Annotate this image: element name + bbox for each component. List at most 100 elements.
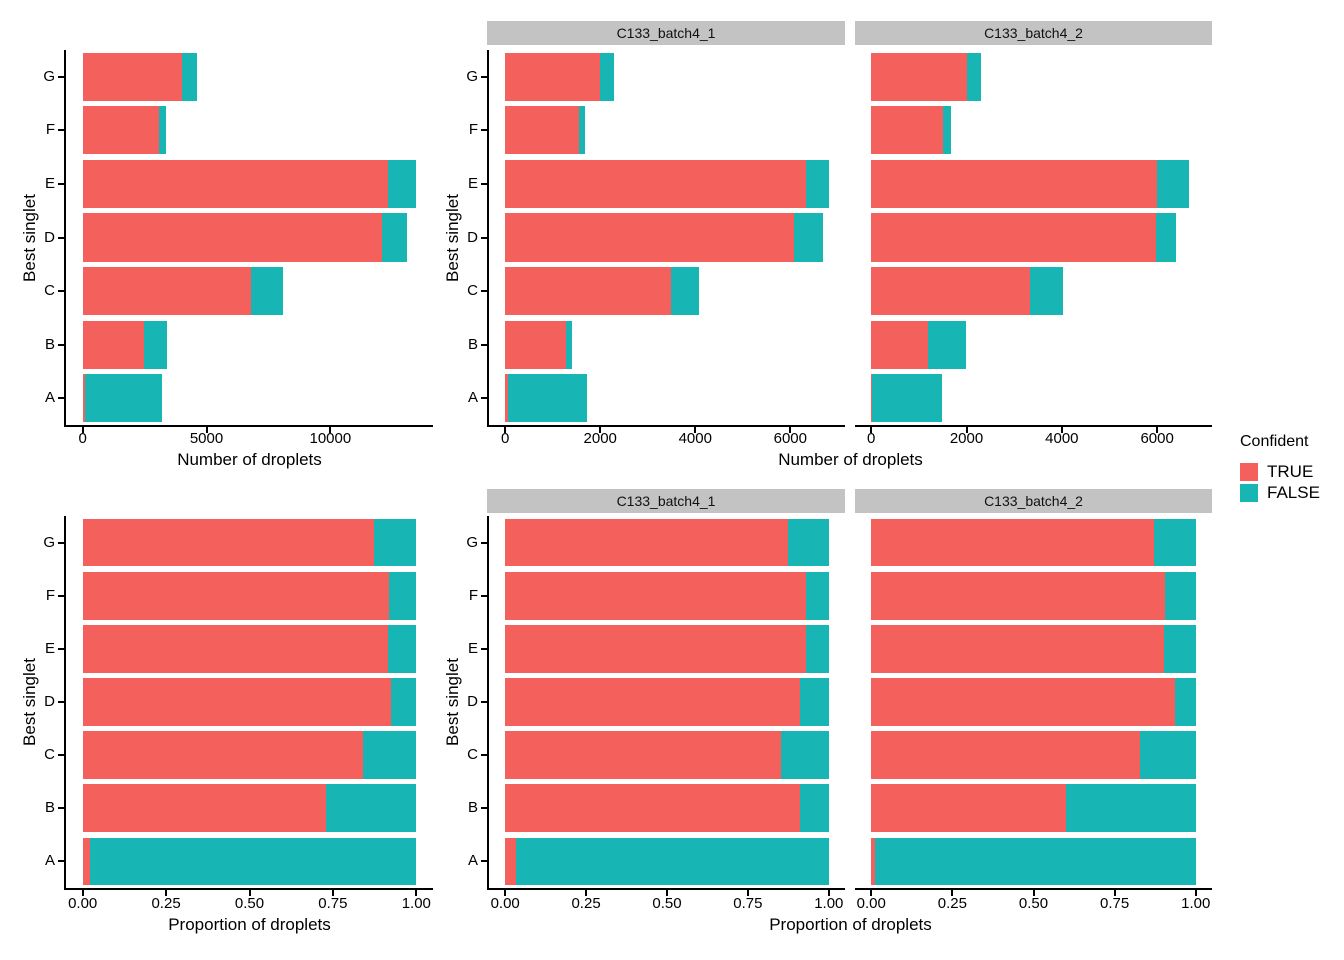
bar-segment-A-TRUE xyxy=(871,374,873,423)
x-tick-label-10000: 10000 xyxy=(309,430,352,447)
y-tick-mark xyxy=(481,701,487,703)
bar-segment-A-FALSE xyxy=(875,837,1196,886)
axis-line-x xyxy=(64,888,433,890)
bar-segment-D-TRUE xyxy=(82,678,391,726)
bar-segment-E-TRUE xyxy=(871,159,1158,209)
y-tick-label-D: D xyxy=(44,693,55,710)
y-tick-mark xyxy=(58,860,64,863)
bar-segment-F-FALSE xyxy=(805,571,829,620)
bar-segment-G-TRUE xyxy=(505,518,788,567)
x-tick-label-1.00: 1.00 xyxy=(814,895,844,912)
x-tick-label-6000: 6000 xyxy=(1140,430,1174,447)
bar-A xyxy=(871,837,1196,886)
y-tick-label-A: A xyxy=(467,389,478,407)
y-tick-label-A: A xyxy=(44,852,55,870)
bar-B xyxy=(505,320,572,369)
bar-F xyxy=(82,106,166,155)
bar-C xyxy=(871,266,1063,316)
y-tick-label-B: B xyxy=(44,335,55,353)
x-tick-label-0: 0 xyxy=(501,430,510,447)
y-tick-mark xyxy=(58,594,64,597)
bar-D xyxy=(82,678,417,726)
x-tick-mark xyxy=(870,890,873,896)
y-axis-title: Best singlet xyxy=(20,658,39,746)
y-tick-mark xyxy=(481,860,487,863)
bar-segment-F-FALSE xyxy=(1164,571,1196,620)
bar-F xyxy=(505,571,829,620)
y-axis-title: Best singlet xyxy=(443,193,462,282)
axis-line-x xyxy=(487,425,845,427)
bar-segment-C-FALSE xyxy=(781,731,829,780)
bar-B xyxy=(871,320,967,369)
y-tick-label-D: D xyxy=(467,228,478,246)
bar-segment-B-TRUE xyxy=(871,784,1066,833)
bar-segment-A-FALSE xyxy=(515,837,829,886)
x-tick-label-0.25: 0.25 xyxy=(937,895,967,912)
y-tick-label-A: A xyxy=(467,852,478,870)
y-tick-mark xyxy=(58,397,64,400)
bar-segment-E-FALSE xyxy=(805,159,829,209)
bar-segment-C-FALSE xyxy=(1029,266,1063,316)
x-tick-label-5000: 5000 xyxy=(189,430,224,447)
bar-segment-B-TRUE xyxy=(505,320,566,369)
bar-C xyxy=(505,266,700,316)
y-tick-label-C: C xyxy=(44,282,55,300)
bar-segment-E-TRUE xyxy=(505,159,806,209)
bar-segment-C-TRUE xyxy=(871,266,1030,316)
y-tick-mark xyxy=(481,541,487,544)
facet-strip-C133_batch4_1: C133_batch4_1 xyxy=(487,21,845,45)
y-axis-title: Best singlet xyxy=(20,193,39,282)
bar-E xyxy=(871,159,1189,209)
bar-segment-B-FALSE xyxy=(800,784,829,833)
y-tick-label-C: C xyxy=(467,282,478,300)
facet-strip-C133_batch4_1: C133_batch4_1 xyxy=(487,489,845,513)
y-tick-label-F: F xyxy=(45,121,55,139)
bar-B xyxy=(871,784,1196,833)
bar-B xyxy=(505,784,829,833)
panel xyxy=(855,516,1212,888)
bar-segment-F-TRUE xyxy=(82,106,159,155)
y-tick-label-F: F xyxy=(468,121,478,139)
bar-segment-B-FALSE xyxy=(928,320,967,369)
bar-D xyxy=(871,678,1196,726)
bar-segment-A-TRUE xyxy=(871,837,876,886)
bar-D xyxy=(82,213,407,262)
x-tick-mark xyxy=(1156,427,1159,433)
bar-segment-D-FALSE xyxy=(390,678,417,726)
bar-segment-G-TRUE xyxy=(82,52,182,101)
bar-segment-D-FALSE xyxy=(794,213,823,262)
x-tick-label-0.00: 0.00 xyxy=(856,895,886,912)
bar-A xyxy=(505,837,829,886)
y-tick-mark xyxy=(58,541,64,544)
x-tick-label-4000: 4000 xyxy=(1045,430,1079,447)
panel xyxy=(855,50,1212,425)
y-tick-label-F: F xyxy=(468,586,478,604)
bar-G xyxy=(871,52,982,101)
y-tick-mark xyxy=(481,75,487,78)
bar-segment-C-TRUE xyxy=(505,731,782,780)
bar-G xyxy=(82,52,197,101)
y-tick-label-G: G xyxy=(466,533,478,551)
legend-entry-TRUE: TRUE xyxy=(1240,461,1320,482)
bar-segment-G-TRUE xyxy=(82,518,374,567)
x-tick-mark xyxy=(1032,890,1035,896)
bar-segment-A-FALSE xyxy=(84,374,163,423)
x-tick-mark xyxy=(205,427,208,433)
x-tick-mark xyxy=(415,890,418,896)
bar-segment-G-TRUE xyxy=(505,52,601,101)
bar-segment-E-FALSE xyxy=(1163,624,1196,673)
bar-segment-E-TRUE xyxy=(82,159,389,209)
bar-segment-F-TRUE xyxy=(871,571,1165,620)
x-axis-title: Number of droplets xyxy=(177,450,322,469)
axis-line-y xyxy=(487,50,489,427)
bar-segment-G-FALSE xyxy=(600,52,614,101)
y-tick-label-E: E xyxy=(467,174,478,192)
bar-E xyxy=(871,624,1196,673)
bar-segment-B-TRUE xyxy=(871,320,929,369)
bar-segment-B-TRUE xyxy=(82,320,144,369)
x-tick-mark xyxy=(1113,890,1116,896)
axis-line-x xyxy=(64,425,433,427)
bar-B xyxy=(82,320,167,369)
